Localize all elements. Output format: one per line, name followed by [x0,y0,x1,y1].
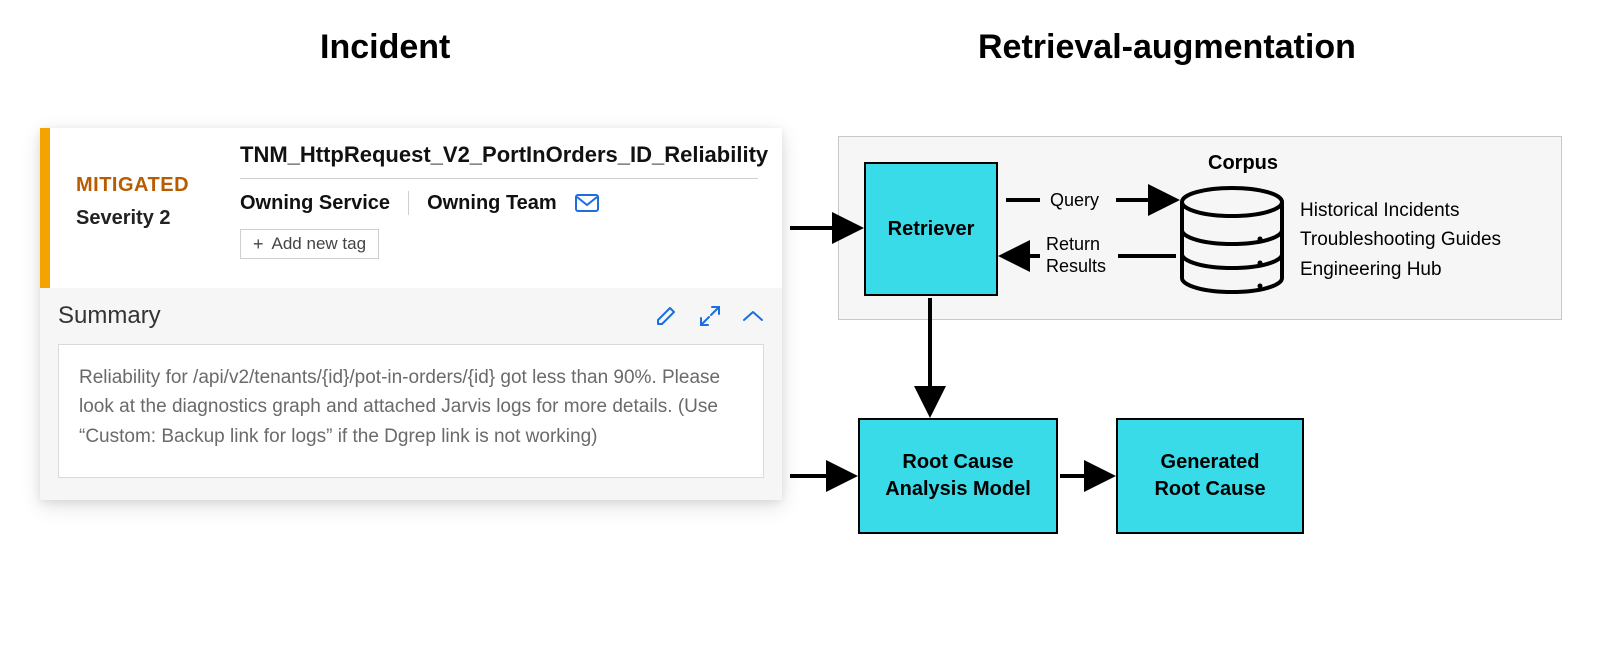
arrows-layer [0,0,1600,664]
